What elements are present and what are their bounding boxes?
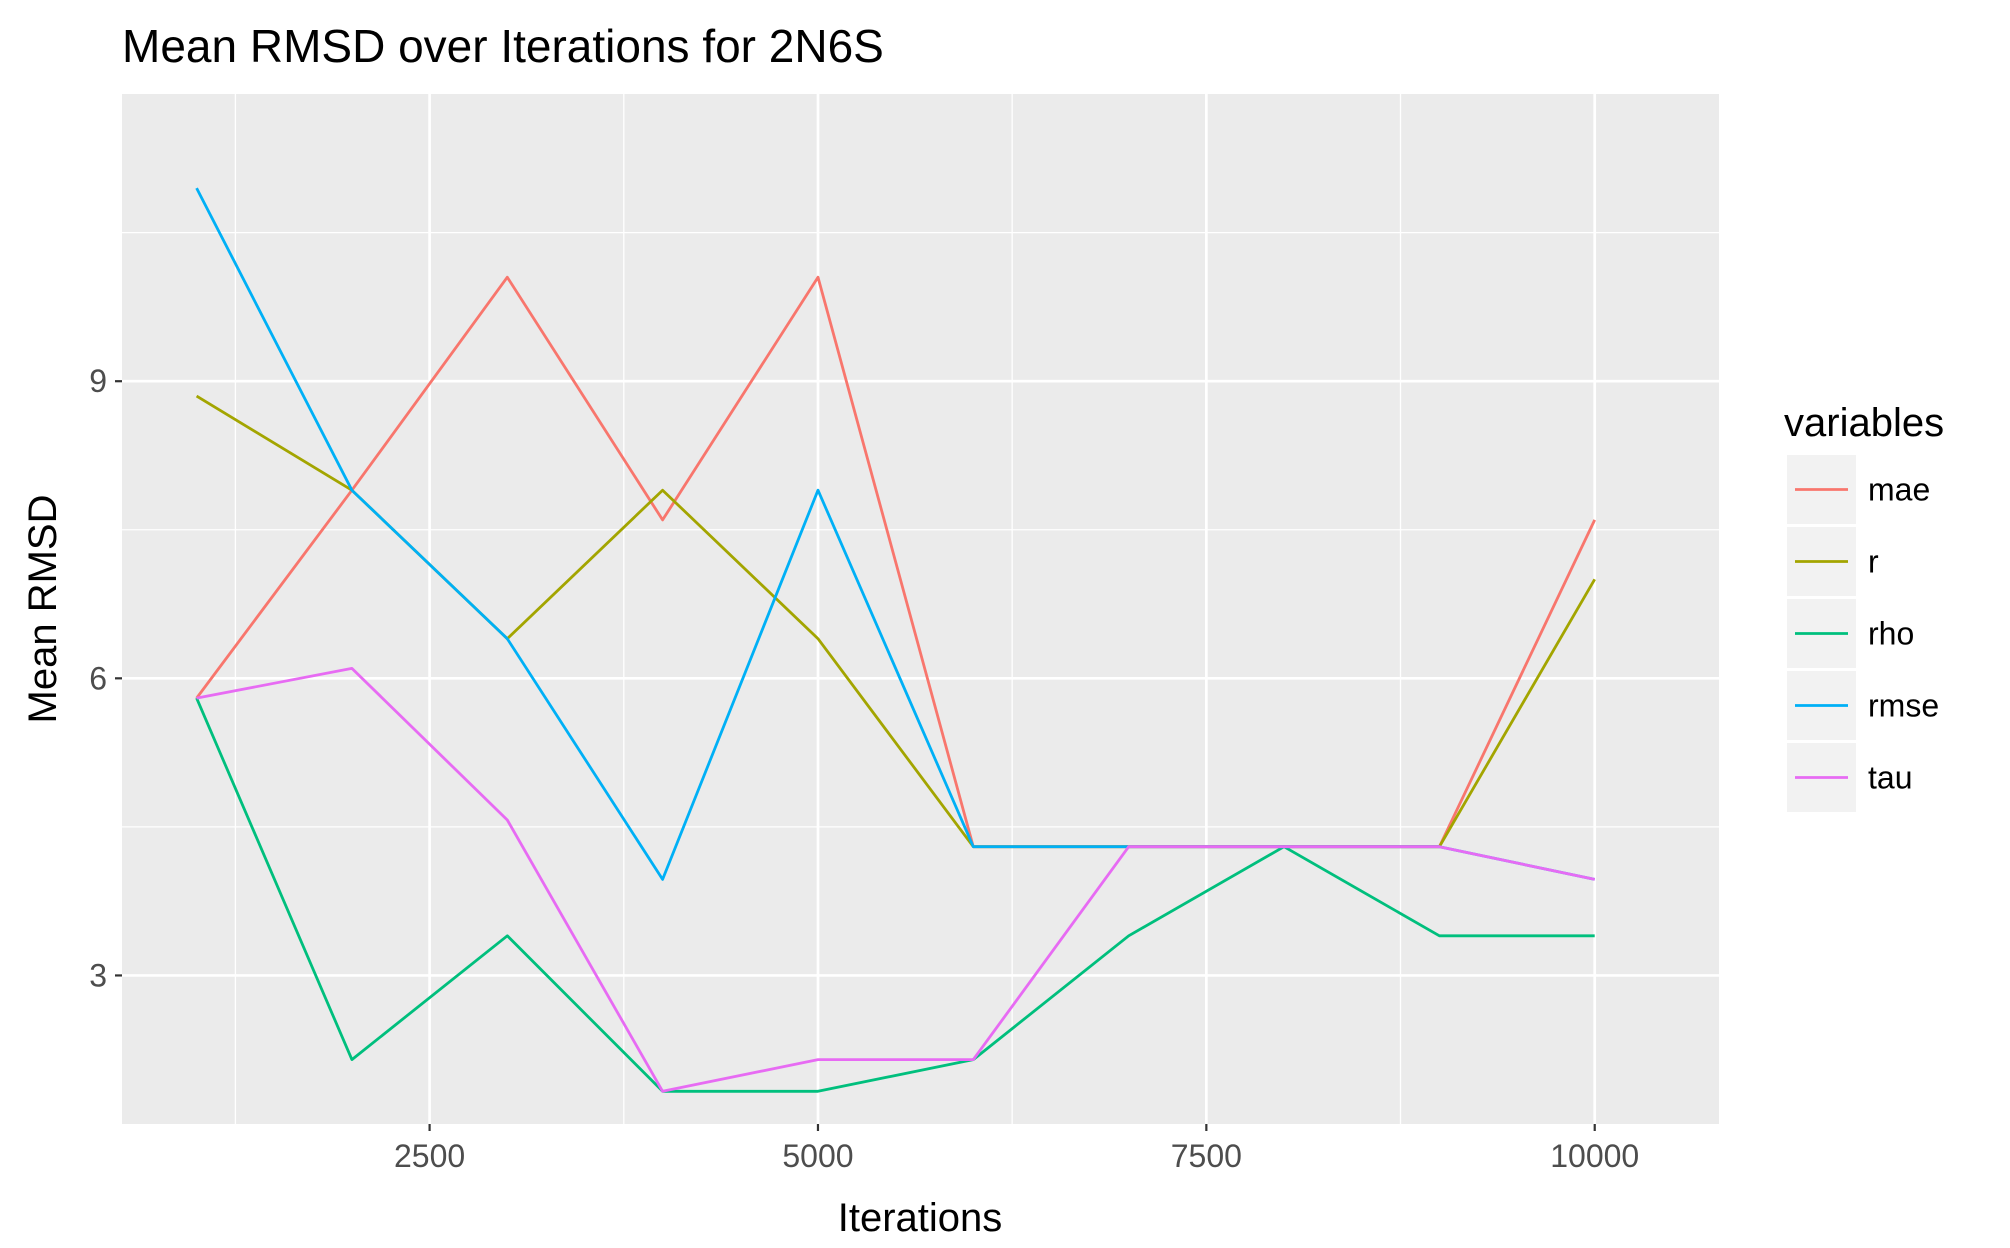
legend-label-tau: tau: [1868, 760, 1912, 796]
legend-label-mae: mae: [1868, 472, 1930, 508]
chart-title: Mean RMSD over Iterations for 2N6S: [122, 20, 884, 72]
legend-label-rho: rho: [1868, 616, 1914, 652]
y-axis-label: Mean RMSD: [21, 495, 65, 724]
plot-panel: [122, 94, 1719, 1124]
axis-ticks: 2500 5000 7500 10000 3 6 9: [89, 363, 1639, 1174]
legend-label-r: r: [1868, 544, 1879, 580]
y-tick-label: 6: [89, 660, 107, 696]
legend-title: variables: [1784, 401, 1944, 445]
legend: variables mae r rho rmse tau: [1784, 401, 1944, 812]
x-axis-label: Iterations: [838, 1196, 1003, 1240]
y-tick-label: 9: [89, 363, 107, 399]
grid-lines: [122, 94, 1719, 1124]
legend-items: mae r rho rmse tau: [1787, 455, 1939, 812]
series-line-tau: [196, 667, 1595, 1093]
legend-label-rmse: rmse: [1868, 688, 1939, 724]
series-line-rho: [195, 697, 1595, 1093]
x-tick-label: 5000: [782, 1138, 853, 1174]
x-tick-label: 10000: [1550, 1138, 1639, 1174]
x-tick-label: 2500: [394, 1138, 465, 1174]
x-tick-label: 7500: [1171, 1138, 1242, 1174]
series-lines: [195, 187, 1596, 1093]
y-tick-label: 3: [89, 957, 107, 993]
